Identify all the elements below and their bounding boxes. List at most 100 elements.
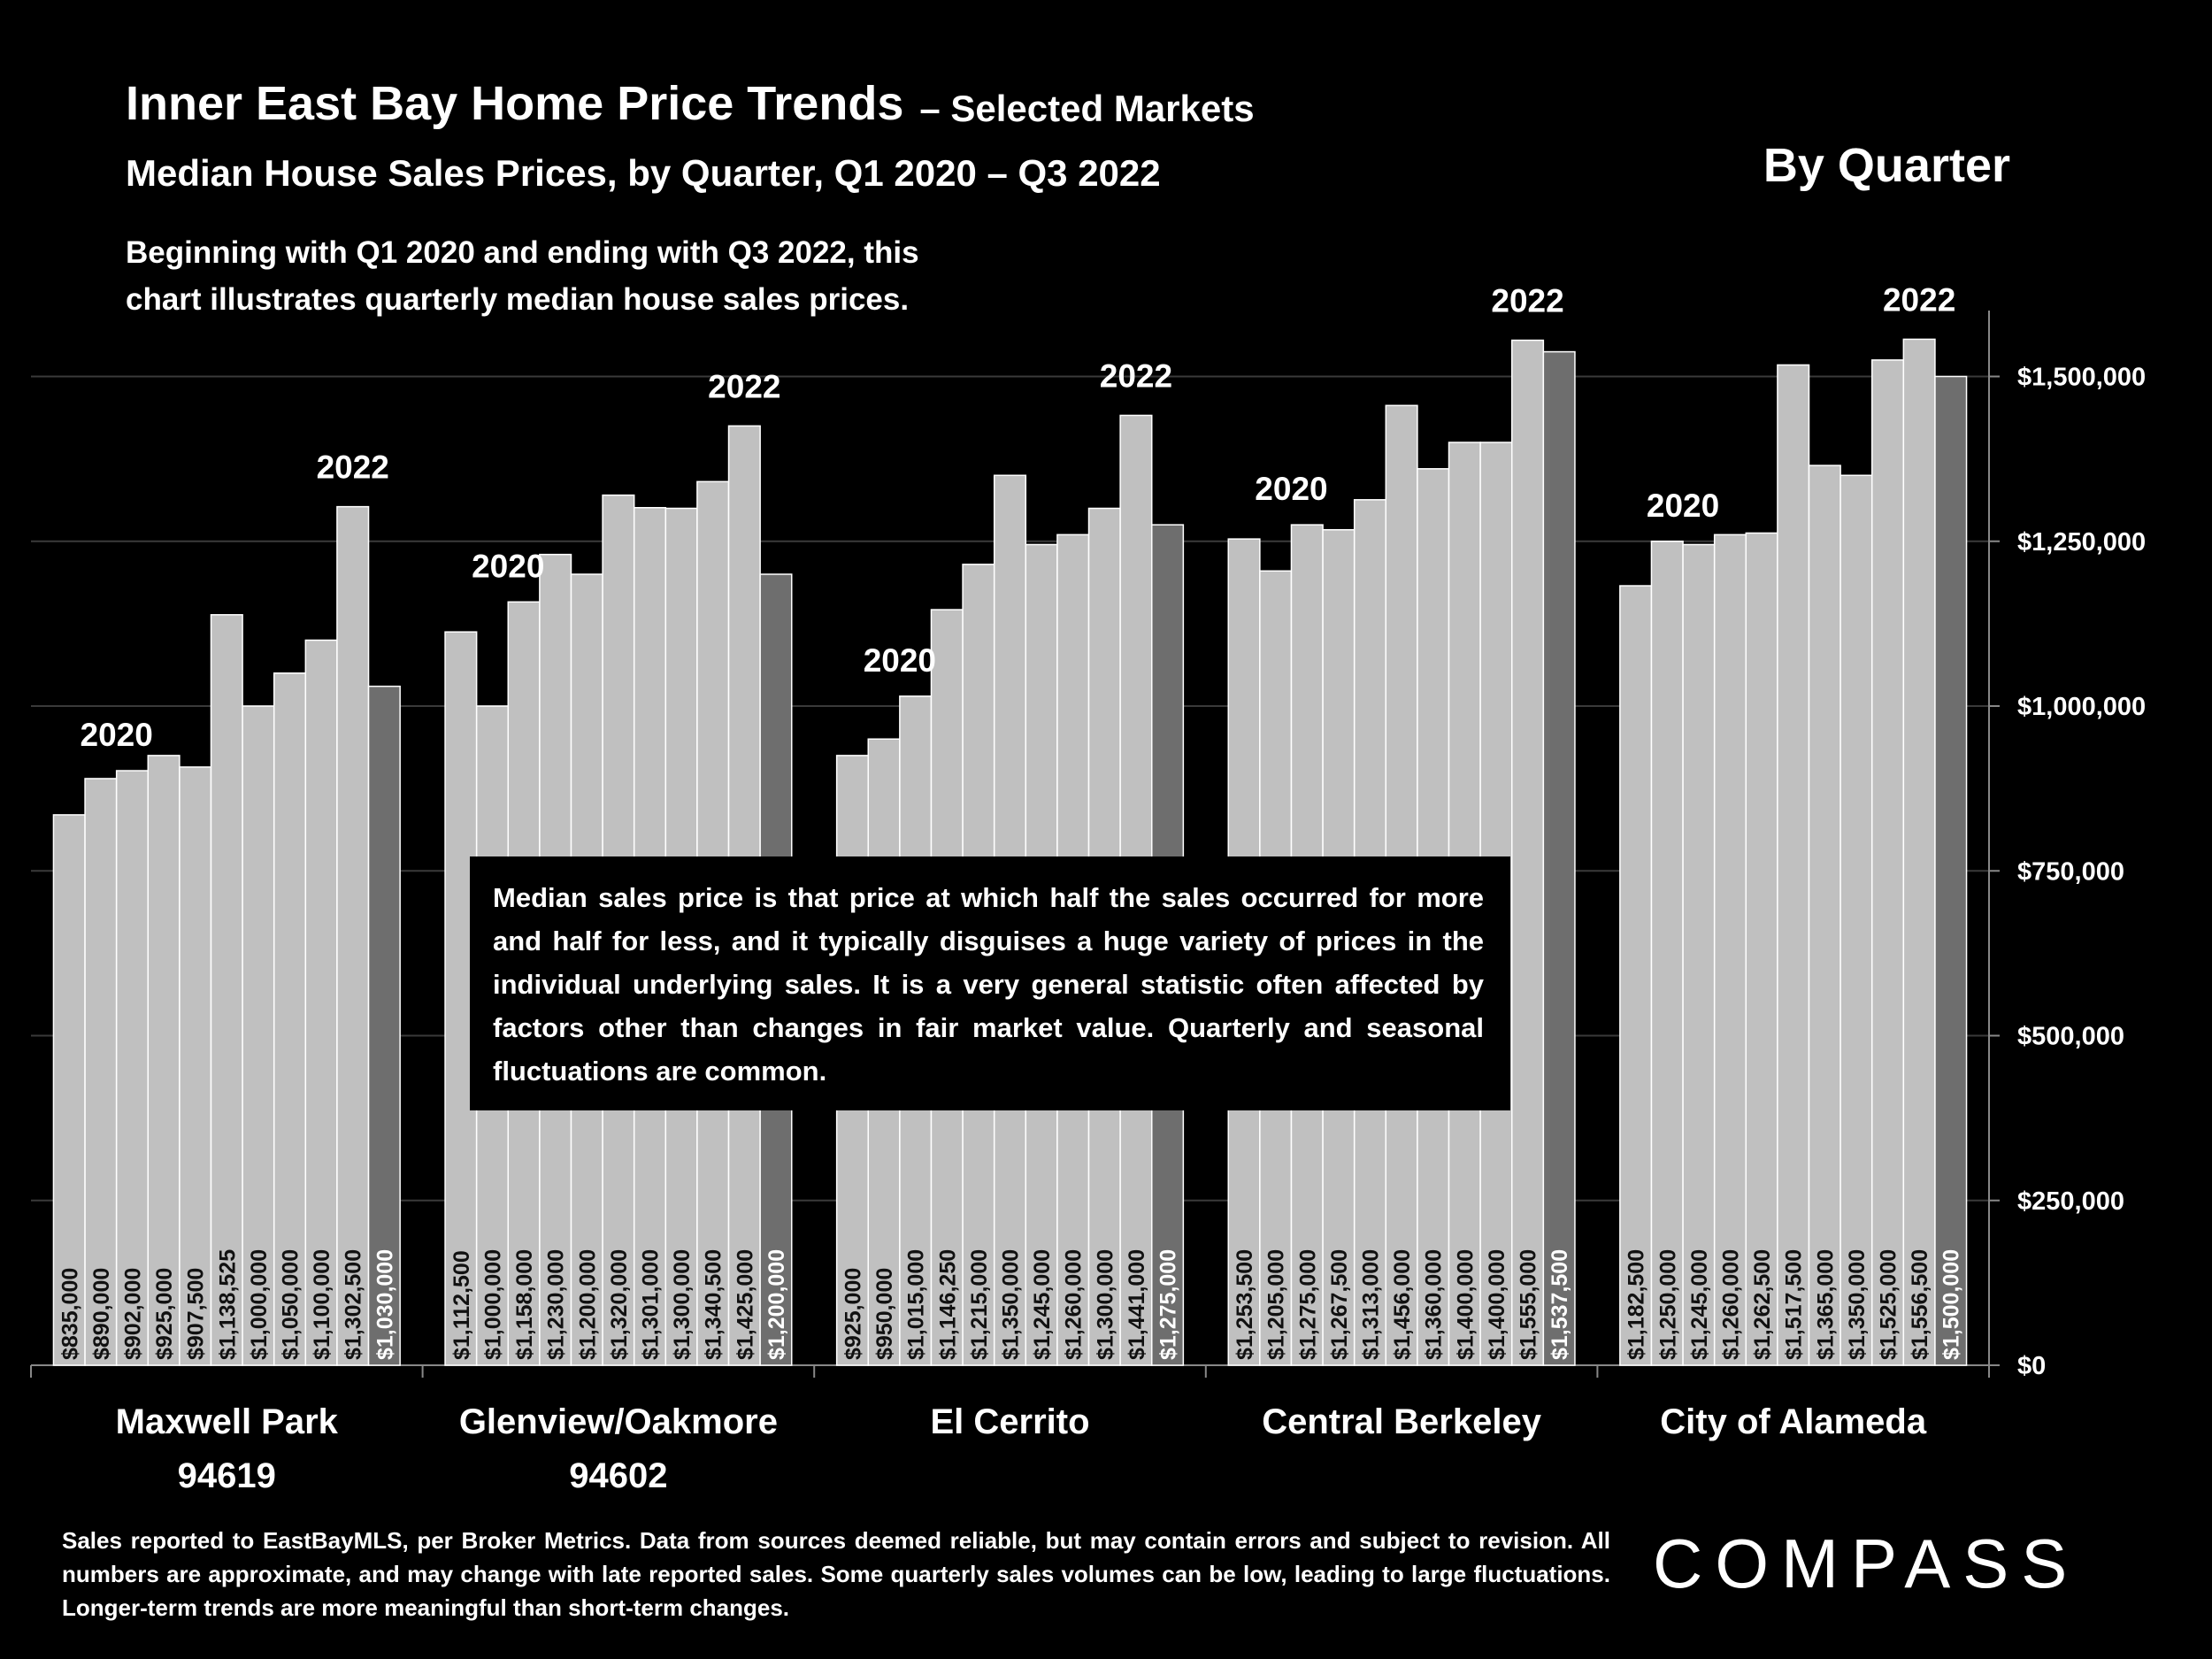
year-label: 2022 bbox=[1491, 283, 1563, 319]
value-label: $1,340,500 bbox=[702, 1249, 726, 1360]
value-label: $1,230,000 bbox=[544, 1249, 569, 1360]
value-label: $907,500 bbox=[184, 1268, 209, 1360]
value-label: $1,456,000 bbox=[1390, 1249, 1415, 1360]
y-tick-label: $250,000 bbox=[2017, 1187, 2124, 1216]
value-label: $1,441,000 bbox=[1125, 1249, 1149, 1360]
category-label: 94619 bbox=[178, 1456, 276, 1495]
value-label: $902,000 bbox=[120, 1268, 145, 1360]
note-box: Median sales price is that price at whic… bbox=[470, 856, 1510, 1110]
value-label: $1,245,000 bbox=[1687, 1249, 1712, 1360]
footnote: Sales reported to EastBayMLS, per Broker… bbox=[62, 1527, 1610, 1621]
value-label: $1,275,000 bbox=[1295, 1249, 1320, 1360]
bar bbox=[1934, 375, 1968, 1366]
bar bbox=[1542, 350, 1576, 1366]
bar bbox=[242, 705, 275, 1366]
value-label: $1,245,000 bbox=[1030, 1249, 1055, 1360]
value-label: $1,320,000 bbox=[607, 1249, 632, 1360]
value-label: $1,400,000 bbox=[1485, 1249, 1509, 1360]
value-label: $1,200,000 bbox=[575, 1249, 600, 1360]
title-suffix: – Selected Markets bbox=[919, 88, 1254, 129]
value-label: $1,200,000 bbox=[764, 1249, 789, 1360]
bar bbox=[1902, 338, 1936, 1366]
year-label: 2020 bbox=[1255, 471, 1327, 507]
category-label: 94602 bbox=[569, 1456, 667, 1495]
value-label: $1,267,500 bbox=[1327, 1249, 1352, 1360]
description: Beginning with Q1 2020 and ending with Q… bbox=[126, 235, 919, 270]
value-label: $1,555,000 bbox=[1517, 1249, 1541, 1360]
year-label: 2022 bbox=[1100, 357, 1172, 394]
value-label: $1,525,000 bbox=[1877, 1249, 1901, 1360]
value-label: $1,301,000 bbox=[639, 1249, 664, 1360]
value-label: $1,260,000 bbox=[1718, 1249, 1743, 1360]
corner-label: By Quarter bbox=[1763, 139, 2010, 192]
value-label: $1,253,500 bbox=[1233, 1249, 1257, 1360]
bar bbox=[1745, 532, 1778, 1366]
value-label: $925,000 bbox=[152, 1268, 177, 1360]
bar bbox=[1870, 359, 1905, 1366]
value-label: $1,215,000 bbox=[967, 1249, 992, 1360]
value-label: $925,000 bbox=[841, 1268, 865, 1360]
value-label: $1,050,000 bbox=[279, 1249, 303, 1360]
value-label: $1,138,525 bbox=[215, 1249, 240, 1360]
value-label: $1,100,000 bbox=[310, 1249, 334, 1360]
value-label: $1,537,500 bbox=[1548, 1249, 1572, 1360]
bar bbox=[1839, 474, 1873, 1366]
bar bbox=[1619, 585, 1653, 1366]
value-label: $1,400,000 bbox=[1453, 1249, 1478, 1360]
bar bbox=[84, 778, 118, 1366]
category-label: Central Berkeley bbox=[1262, 1402, 1541, 1441]
value-label: $1,146,250 bbox=[935, 1249, 960, 1360]
y-tick-label: $1,500,000 bbox=[2017, 364, 2146, 392]
value-label: $890,000 bbox=[89, 1268, 114, 1360]
value-label: $1,158,000 bbox=[512, 1249, 537, 1360]
value-label: $1,015,000 bbox=[904, 1249, 929, 1360]
year-label: 2020 bbox=[864, 642, 936, 679]
chart-title: Inner East Bay Home Price Trends bbox=[126, 77, 903, 130]
value-label: $1,030,000 bbox=[373, 1249, 397, 1360]
value-label: $1,500,000 bbox=[1939, 1249, 1964, 1360]
bar bbox=[147, 755, 180, 1366]
value-label: $1,556,500 bbox=[1908, 1249, 1932, 1360]
year-label: 2022 bbox=[708, 368, 780, 404]
bar bbox=[336, 505, 370, 1366]
value-label: $1,300,000 bbox=[670, 1249, 695, 1360]
value-label: $1,517,500 bbox=[1782, 1249, 1807, 1360]
value-label: $1,350,000 bbox=[1845, 1249, 1870, 1360]
value-label: $1,313,000 bbox=[1358, 1249, 1383, 1360]
year-label: 2022 bbox=[1883, 281, 1955, 318]
value-label: $835,000 bbox=[58, 1268, 82, 1360]
bar bbox=[210, 614, 243, 1366]
bar bbox=[115, 770, 150, 1366]
y-tick-label: $0 bbox=[2017, 1352, 2046, 1380]
bar bbox=[52, 814, 86, 1366]
category-label: Glenview/Oakmore bbox=[459, 1402, 778, 1441]
y-tick-label: $500,000 bbox=[2017, 1023, 2124, 1051]
value-label: $1,350,000 bbox=[999, 1249, 1024, 1360]
y-tick-label: $750,000 bbox=[2017, 857, 2124, 886]
subtitle: Median House Sales Prices, by Quarter, Q… bbox=[126, 152, 1161, 194]
bar bbox=[1808, 465, 1841, 1366]
value-label: $950,000 bbox=[872, 1268, 897, 1360]
value-label: $1,425,000 bbox=[733, 1249, 757, 1360]
bar bbox=[1713, 534, 1747, 1366]
value-label: $1,000,000 bbox=[480, 1249, 505, 1360]
value-label: $1,182,500 bbox=[1624, 1249, 1649, 1360]
value-label: $1,300,000 bbox=[1093, 1249, 1118, 1360]
value-label: $1,260,000 bbox=[1062, 1249, 1087, 1360]
category-label: City of Alameda bbox=[1660, 1402, 1927, 1441]
year-label: 2020 bbox=[1647, 488, 1719, 524]
bar bbox=[367, 685, 401, 1366]
value-label: $1,262,500 bbox=[1750, 1249, 1775, 1360]
bar bbox=[1777, 364, 1810, 1366]
category-label: Maxwell Park bbox=[116, 1402, 339, 1441]
bar bbox=[273, 672, 307, 1366]
year-label: 2022 bbox=[317, 449, 389, 486]
value-label: $1,302,500 bbox=[342, 1249, 366, 1360]
year-label: 2020 bbox=[472, 548, 544, 584]
bar bbox=[1682, 543, 1716, 1366]
y-tick-label: $1,250,000 bbox=[2017, 528, 2146, 557]
category-label: El Cerrito bbox=[930, 1402, 1089, 1441]
y-tick-label: $1,000,000 bbox=[2017, 693, 2146, 721]
